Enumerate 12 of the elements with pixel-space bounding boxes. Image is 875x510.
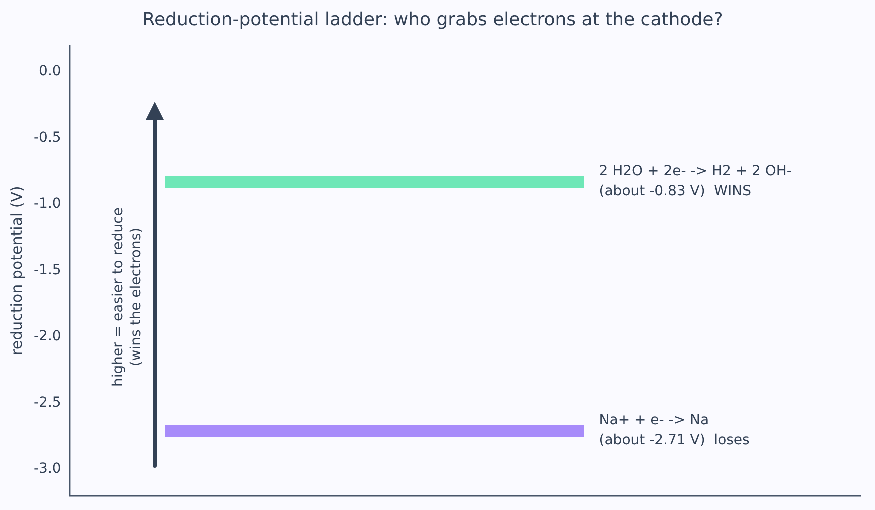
annotation: higher = easier to reduce (wins the electrons) [110,208,145,387]
y-tick-label: -1.5 [34,262,62,278]
ref-line-label: 2 H2O + 2e- -> H2 + 2 OH- (about -0.83 V) WINS [599,164,792,200]
chart-title: Reduction-potential ladder: who grabs electrons at the cathode? [142,9,724,30]
y-tick-label: -1.0 [34,196,62,212]
y-tick-label: -2.0 [34,328,62,345]
ref-line-label: Na+ + e- -> Na (about -2.71 V) loses [599,412,750,449]
y-axis-title: reduction potential (V) [8,186,26,356]
y-tick-label: -3.0 [34,461,62,478]
y-tick-label: -0.5 [34,130,62,146]
y-tick-label: -2.5 [34,394,62,411]
y-tick-label: 0.0 [39,64,62,80]
